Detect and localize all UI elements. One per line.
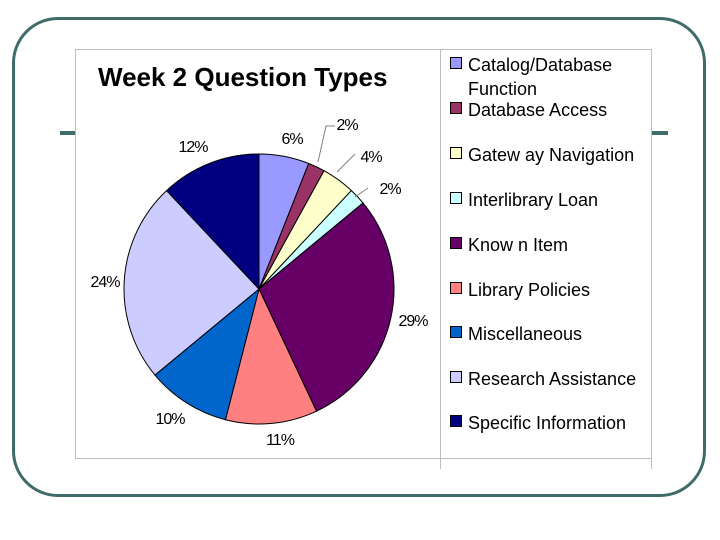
legend-label: Specific Information: [468, 413, 627, 433]
chart-legend: Catalog/Database Function Database Access…: [448, 0, 658, 540]
leader-line-4: [354, 187, 369, 198]
pie-slice-9: [165, 153, 260, 291]
legend-swatch: [450, 415, 462, 427]
accent-line-left: [60, 131, 78, 135]
data-label-5: 29%: [398, 313, 428, 330]
legend-label: Catalog/Database Function: [468, 55, 613, 99]
data-label-4: 2%: [379, 181, 401, 198]
chart-title: Week 2 Question Types: [98, 62, 388, 92]
legend-label: Library Policies: [468, 280, 591, 300]
data-label-2: 2%: [336, 117, 358, 134]
legend-label: Gatew ay Navigation: [468, 145, 635, 165]
data-label-1: 6%: [281, 131, 303, 148]
pie-slice-5: [258, 202, 395, 412]
legend-label: Know n Item: [468, 235, 569, 255]
data-label-7: 10%: [155, 411, 185, 428]
legend-swatch: [450, 282, 462, 294]
leader-line-2: [317, 125, 335, 163]
legend-label: Research Assistance: [468, 369, 637, 389]
legend-swatch: [450, 192, 462, 204]
accent-line-right: [650, 131, 668, 135]
data-label-6: 11%: [266, 432, 295, 449]
legend-swatch: [450, 102, 462, 114]
legend-edge: [651, 459, 652, 469]
data-label-9: 12%: [178, 139, 208, 156]
legend-swatch: [450, 237, 462, 249]
legend-swatch: [450, 371, 462, 383]
legend-swatch: [450, 57, 462, 69]
pie-slice-6: [224, 287, 318, 425]
leader-line-3: [336, 153, 356, 173]
data-label-8: 24%: [90, 274, 120, 291]
pie-slice-8: [123, 189, 260, 376]
legend-swatch: [450, 326, 462, 338]
legend-label: Interlibrary Loan: [468, 190, 599, 210]
legend-label: Miscellaneous: [468, 324, 583, 344]
pie-slice-7: [154, 287, 260, 421]
legend-label: Database Access: [468, 100, 608, 120]
legend-swatch: [450, 147, 462, 159]
legend-divider: [440, 49, 441, 469]
data-label-3: 4%: [360, 149, 382, 166]
